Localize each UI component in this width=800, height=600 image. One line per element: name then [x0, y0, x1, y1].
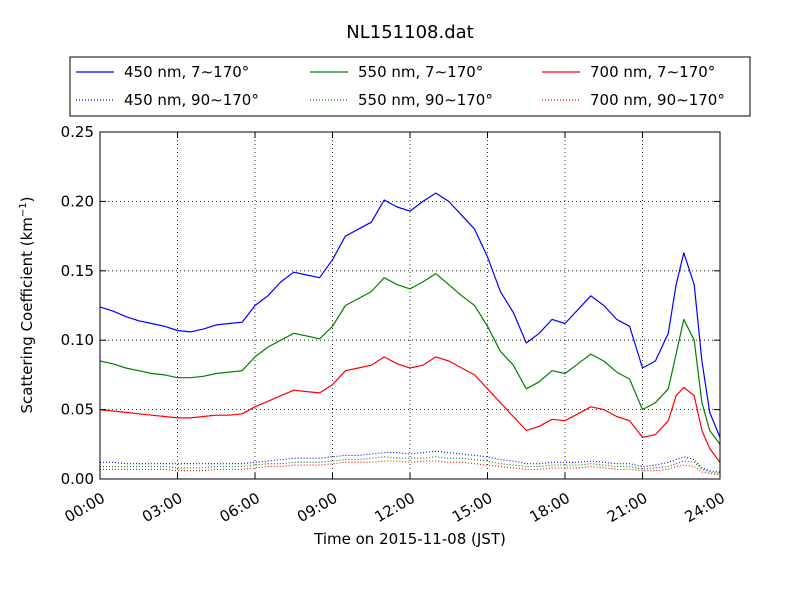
y-tick-label: 0.20: [61, 192, 94, 210]
x-tick-label: 09:00: [294, 489, 340, 526]
grid: [100, 132, 720, 479]
y-tick-label: 0.10: [61, 331, 94, 349]
y-tick-label: 0.25: [61, 123, 94, 141]
x-tick-label: 00:00: [62, 489, 108, 526]
series-group: [99, 192, 721, 476]
y-axis-label-sup: −1: [18, 202, 29, 217]
series-line-1: [99, 273, 721, 445]
x-tick-label: 18:00: [527, 489, 573, 526]
y-axis-label: Scattering Coefficient (km−1): [18, 196, 36, 413]
x-tick-label: 12:00: [372, 489, 418, 526]
x-tick-label: 06:00: [217, 489, 263, 526]
x-tick-label: 21:00: [604, 489, 650, 526]
legend-frame: [69, 56, 751, 117]
legend-label-3: 450 nm, 90∼170°: [124, 91, 259, 109]
y-tick-label: 0.05: [61, 401, 94, 419]
x-tick-label: 24:00: [682, 489, 728, 526]
y-tick-label: 0.00: [61, 470, 94, 488]
legend-label-0: 450 nm, 7∼170°: [124, 63, 249, 81]
legend-label-2: 700 nm, 7∼170°: [590, 63, 715, 81]
x-tick-label: 15:00: [449, 489, 495, 526]
y-tick-label: 0.15: [61, 262, 94, 280]
legend-label-1: 550 nm, 7∼170°: [358, 63, 483, 81]
legend-label-4: 550 nm, 90∼170°: [358, 91, 493, 109]
series-line-4: [100, 456, 721, 474]
series-line-2: [99, 356, 721, 463]
series-line-3: [100, 450, 721, 473]
series-line-0: [99, 192, 721, 438]
y-axis: 0.00 0.05 0.10 0.15 0.20 0.25: [61, 123, 720, 488]
y-axis-label-close: ): [18, 196, 36, 202]
chart-title: NL151108.dat: [346, 22, 473, 43]
x-axis: 00:00 03:00 06:00 09:00 12:00 15:00 18:00 21:00…: [62, 132, 728, 526]
legend-label-5: 700 nm, 90∼170°: [590, 91, 725, 109]
y-axis-label-main: Scattering Coefficient (km: [18, 217, 36, 413]
x-axis-label: Time on 2015-11-08 (JST): [313, 530, 506, 548]
legend: 450 nm, 7∼170° 550 nm, 7∼170° 700 nm, 7∼17…: [69, 56, 751, 117]
x-tick-label: 03:00: [139, 489, 185, 526]
